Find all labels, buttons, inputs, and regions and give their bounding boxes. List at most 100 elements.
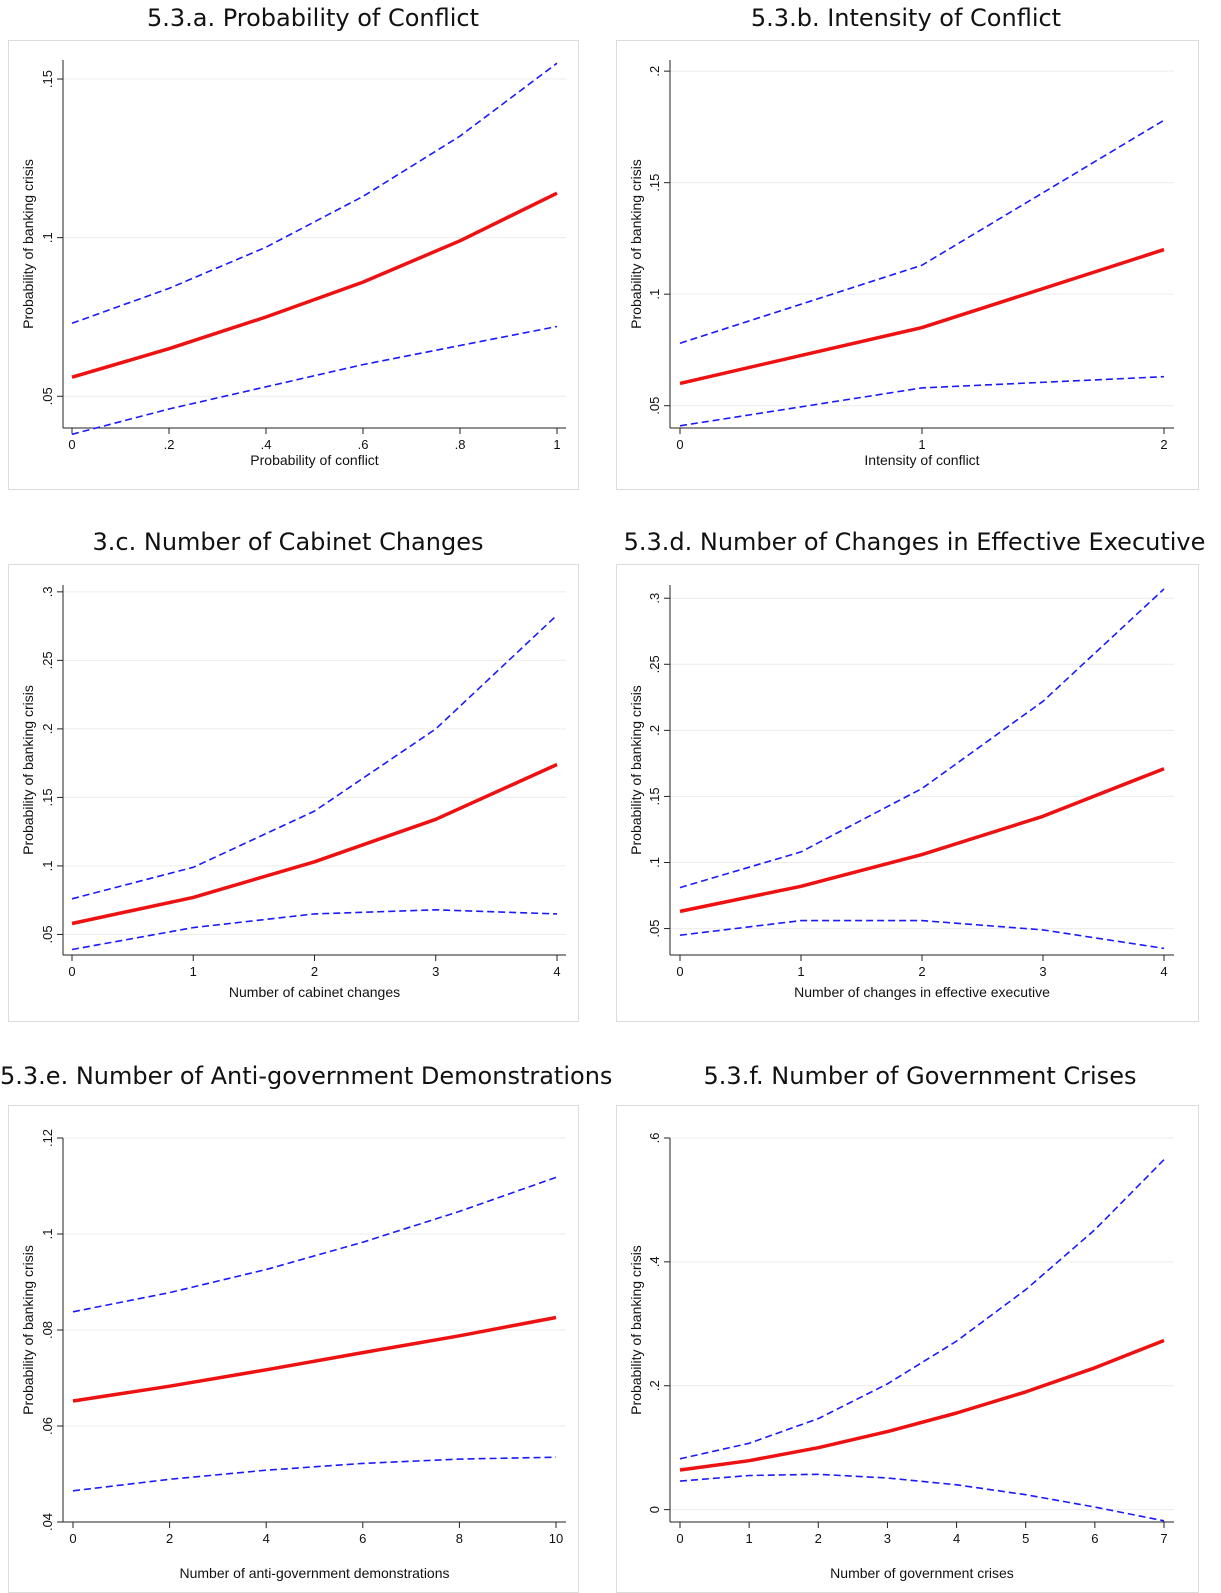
y-tick-label: .15	[647, 787, 662, 805]
x-tick-label: 4	[263, 1531, 270, 1546]
x-tick-label: 1	[918, 437, 925, 452]
x-tick-label: 0	[68, 437, 75, 452]
y-axis-title: Probability of banking crisis	[20, 685, 36, 855]
series-line-ci	[71, 325, 558, 436]
y-tick-label: .05	[647, 397, 662, 415]
chart-title-a: 5.3.a. Probability of Conflict	[146, 4, 480, 32]
x-tick-label: 3	[432, 964, 439, 979]
x-tick-label: 5	[1022, 1531, 1029, 1546]
x-tick-label: 0	[676, 437, 683, 452]
y-tick-label: .06	[40, 1417, 55, 1435]
y-tick-label: .2	[647, 1380, 662, 1391]
x-tick-label: 2	[815, 1531, 822, 1546]
y-tick-label: .15	[647, 174, 662, 192]
y-axis-title: Probability of banking crisis	[628, 685, 644, 855]
chart-title-b: 5.3.b. Intensity of Conflict	[750, 4, 1062, 32]
x-tick-label: 4	[553, 964, 560, 979]
x-tick-label: 1	[746, 1531, 753, 1546]
x-tick-label: 0	[68, 964, 75, 979]
x-tick-label: 2	[166, 1531, 173, 1546]
x-axis-title: Number of cabinet changes	[229, 984, 400, 1000]
y-tick-label: .3	[40, 586, 55, 597]
y-tick-label: .4	[647, 1256, 662, 1267]
x-tick-label: 1	[190, 964, 197, 979]
x-tick-label: 2	[311, 964, 318, 979]
y-tick-label: .3	[647, 593, 662, 604]
y-tick-label: .25	[647, 655, 662, 673]
y-tick-label: 0	[647, 1506, 662, 1513]
chart-title-d: 5.3.d. Number of Changes in Effective Ex…	[623, 528, 1206, 556]
y-tick-label: .1	[40, 1229, 55, 1240]
y-tick-label: .25	[40, 651, 55, 669]
series-line-ci	[72, 1456, 557, 1492]
x-tick-label: .8	[455, 437, 466, 452]
y-tick-label: .04	[40, 1513, 55, 1531]
chart-title-c: 3.c. Number of Cabinet Changes	[92, 528, 484, 556]
x-tick-label: 7	[1160, 1531, 1167, 1546]
x-tick-label: 4	[1160, 964, 1167, 979]
y-tick-label: .1	[40, 232, 55, 243]
series-line-ci	[679, 919, 1165, 950]
y-tick-label: .12	[40, 1129, 55, 1147]
x-axis-title: Number of government crises	[830, 1565, 1014, 1581]
series-line-estimate	[679, 1338, 1165, 1472]
y-tick-label: .15	[40, 70, 55, 88]
x-tick-label: 2	[1160, 437, 1167, 452]
series-line-estimate	[679, 767, 1165, 914]
y-tick-label: .05	[40, 387, 55, 405]
chart-panel-f	[616, 1105, 1199, 1593]
x-tick-label: 2	[918, 964, 925, 979]
y-tick-label: .1	[40, 861, 55, 872]
series-line-estimate	[71, 191, 558, 379]
x-axis-title: Intensity of conflict	[864, 452, 979, 468]
x-tick-label: 0	[676, 1531, 683, 1546]
y-tick-label: .15	[40, 788, 55, 806]
x-axis-title: Probability of conflict	[250, 452, 379, 468]
chart-title-e: 5.3.e. Number of Anti-government Demonst…	[0, 1062, 613, 1090]
y-axis-title: Probability of banking crisis	[20, 1245, 36, 1415]
y-tick-label: .05	[647, 920, 662, 938]
chart-panel-b	[616, 40, 1199, 490]
x-tick-label: 3	[884, 1531, 891, 1546]
x-tick-label: 6	[1091, 1531, 1098, 1546]
y-tick-label: .6	[647, 1133, 662, 1144]
y-tick-label: .1	[647, 289, 662, 300]
series-line-ci	[679, 1159, 1165, 1460]
y-tick-label: .2	[40, 723, 55, 734]
series-line-ci	[71, 62, 558, 325]
chart-title-f: 5.3.f. Number of Government Crises	[703, 1062, 1137, 1090]
x-tick-label: 4	[953, 1531, 960, 1546]
x-tick-label: 3	[1039, 964, 1046, 979]
series-line-estimate	[679, 247, 1165, 386]
x-tick-label: 8	[456, 1531, 463, 1546]
series-line-ci	[71, 614, 558, 900]
series-line-estimate	[71, 762, 558, 926]
y-axis-title: Probability of banking crisis	[628, 159, 644, 329]
series-line-ci	[679, 588, 1165, 889]
series-line-ci	[679, 1473, 1165, 1522]
x-tick-label: .2	[164, 437, 175, 452]
y-axis-title: Probability of banking crisis	[20, 159, 36, 329]
y-tick-label: .1	[647, 857, 662, 868]
chart-panel-a	[8, 40, 579, 490]
y-tick-label: .08	[40, 1321, 55, 1339]
series-line-ci	[679, 375, 1165, 427]
series-line-ci	[679, 119, 1165, 344]
y-axis-title: Probability of banking crisis	[628, 1245, 644, 1415]
chart-panel-e	[8, 1105, 579, 1593]
y-tick-label: .2	[647, 725, 662, 736]
y-tick-label: .05	[40, 925, 55, 943]
x-tick-label: 0	[69, 1531, 76, 1546]
x-axis-title: Number of changes in effective executive	[794, 984, 1050, 1000]
x-tick-label: 10	[549, 1531, 563, 1546]
x-tick-label: 0	[676, 964, 683, 979]
x-tick-label: .6	[358, 437, 369, 452]
x-tick-label: 1	[797, 964, 804, 979]
x-axis-title: Number of anti-government demonstrations	[179, 1565, 449, 1581]
chart-panel-c	[8, 564, 579, 1022]
